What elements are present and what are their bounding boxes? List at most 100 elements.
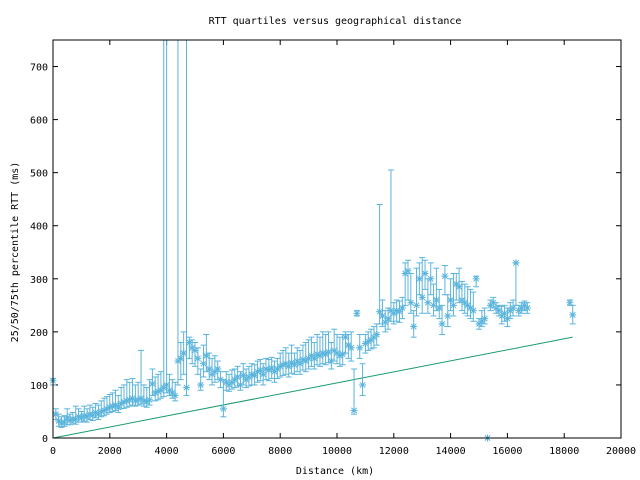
baseline-line [52, 336, 573, 439]
star-stroke [356, 344, 363, 351]
star-stroke [393, 307, 400, 314]
star-stroke [140, 397, 147, 404]
star-stroke [288, 359, 295, 366]
data-point [163, 381, 171, 389]
data-point [432, 296, 440, 304]
star-stroke [257, 367, 264, 374]
star-stroke [464, 302, 471, 309]
star-stroke [351, 407, 358, 414]
data-point [398, 304, 406, 312]
star-stroke [467, 305, 474, 311]
star-stroke [194, 355, 201, 362]
data-point [569, 311, 577, 319]
data-point [376, 308, 384, 316]
star-stroke [396, 308, 403, 315]
star-stroke [311, 355, 318, 362]
star-stroke [282, 360, 289, 367]
star-stroke [416, 275, 423, 282]
data-point [197, 381, 205, 389]
star-stroke [345, 342, 352, 349]
y-tick-label: 500 [30, 169, 48, 180]
data-point [310, 354, 318, 362]
y-tick-label: 400 [30, 222, 48, 233]
star-stroke [251, 372, 258, 379]
star-stroke [419, 294, 426, 301]
data-point [359, 381, 367, 389]
data-point [80, 412, 88, 420]
star-stroke [493, 305, 500, 311]
star-stroke [399, 305, 406, 311]
star-stroke [441, 273, 448, 280]
star-stroke [510, 305, 517, 311]
star-stroke [299, 356, 306, 363]
star-stroke [192, 347, 198, 354]
star-stroke [382, 319, 389, 326]
star-stroke [61, 419, 68, 426]
star-stroke [524, 305, 531, 311]
rtt-points [49, 39, 577, 442]
star-stroke [285, 363, 292, 370]
data-point [424, 299, 432, 307]
star-stroke [234, 373, 241, 380]
data-point [180, 349, 188, 357]
baseline-series [52, 336, 573, 439]
data-point [290, 361, 298, 369]
data-point [464, 301, 472, 309]
star-stroke [297, 360, 304, 367]
star-stroke [342, 334, 349, 341]
y-tick-label: 700 [30, 63, 48, 74]
star-stroke [481, 315, 488, 322]
y-tick-label: 0 [42, 434, 48, 445]
data-point [435, 304, 443, 312]
data-point [219, 405, 227, 413]
star-stroke [456, 283, 463, 290]
star-stroke [334, 350, 340, 357]
axis-ticks: 0 2000 4000 6000 8000 10000 12000 14000 16000 180… [30, 40, 636, 457]
data-point [356, 344, 364, 352]
data-point [205, 365, 213, 373]
data-point [472, 275, 480, 283]
star-stroke [413, 302, 420, 309]
star-stroke [430, 302, 437, 309]
data-point [148, 380, 156, 388]
star-stroke [436, 305, 443, 311]
x-axis-label: Distance (km) [296, 466, 374, 477]
star-stroke [268, 364, 275, 371]
data-point [239, 371, 247, 379]
star-stroke [385, 315, 392, 322]
star-stroke [405, 267, 411, 274]
x-tick-label: 6000 [211, 446, 235, 457]
data-point [182, 384, 190, 392]
star-stroke [149, 380, 156, 387]
star-stroke [444, 312, 451, 319]
data-point [407, 299, 415, 307]
star-stroke [55, 418, 62, 424]
star-stroke [422, 270, 429, 277]
data-point [444, 312, 452, 320]
star-stroke [206, 366, 213, 372]
data-point [512, 259, 520, 267]
x-tick-label: 10000 [322, 446, 352, 457]
data-point [353, 309, 361, 317]
star-stroke [424, 299, 431, 306]
star-stroke [172, 392, 179, 399]
star-stroke [376, 308, 383, 315]
star-stroke [138, 395, 145, 402]
data-point [251, 371, 259, 379]
star-stroke [339, 351, 346, 358]
star-stroke [81, 412, 88, 419]
star-stroke [248, 371, 255, 378]
x-tick-label: 18000 [549, 446, 579, 457]
data-point [395, 308, 403, 316]
star-stroke [501, 310, 508, 317]
x-tick-label: 4000 [155, 446, 179, 457]
data-point [438, 320, 446, 328]
data-point [447, 296, 455, 304]
plot-frame [52, 39, 622, 439]
data-point [350, 406, 358, 414]
star-stroke [177, 355, 184, 362]
chart-title: RTT quartiles versus geographical distan… [209, 16, 462, 27]
star-stroke [64, 414, 71, 421]
data-point [194, 354, 202, 362]
